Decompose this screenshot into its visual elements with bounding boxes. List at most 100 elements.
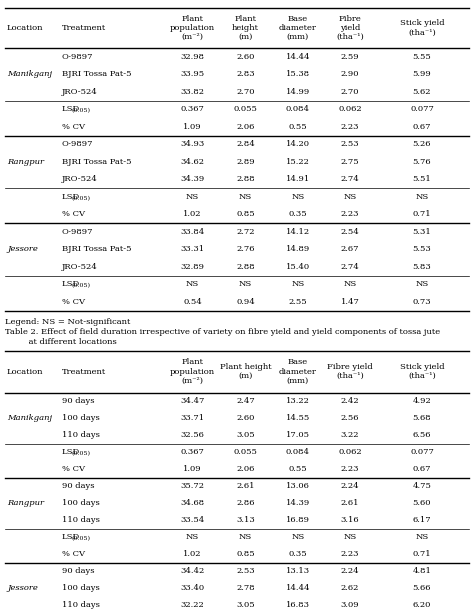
Text: LSD: LSD <box>62 448 80 456</box>
Text: 16.83: 16.83 <box>286 601 310 609</box>
Text: 5.66: 5.66 <box>413 584 431 592</box>
Text: 0.73: 0.73 <box>413 298 431 306</box>
Text: 14.44: 14.44 <box>286 53 310 61</box>
Text: NS: NS <box>292 193 305 201</box>
Text: 2.06: 2.06 <box>237 123 255 131</box>
Text: NS: NS <box>239 280 252 288</box>
Text: Location: Location <box>7 367 44 376</box>
Text: 13.22: 13.22 <box>286 397 310 405</box>
Text: JRO-524: JRO-524 <box>62 175 98 183</box>
Text: 5.68: 5.68 <box>413 414 431 422</box>
Text: 32.98: 32.98 <box>181 53 204 61</box>
Text: 32.89: 32.89 <box>181 263 204 271</box>
Text: 34.47: 34.47 <box>180 397 205 405</box>
Text: Jessore: Jessore <box>7 245 38 253</box>
Text: 34.62: 34.62 <box>181 158 204 166</box>
Text: Treatment: Treatment <box>62 367 106 376</box>
Text: Table 2. Effect of field duration irrespective of variety on fibre yield and yie: Table 2. Effect of field duration irresp… <box>5 329 440 337</box>
Text: 13.06: 13.06 <box>286 482 310 490</box>
Text: 2.70: 2.70 <box>236 88 255 95</box>
Text: 2.06: 2.06 <box>237 465 255 473</box>
Text: 33.84: 33.84 <box>181 228 205 236</box>
Text: NS: NS <box>343 280 356 288</box>
Text: O-9897: O-9897 <box>62 228 93 236</box>
Text: 2.23: 2.23 <box>341 123 359 131</box>
Text: 4.75: 4.75 <box>412 482 431 490</box>
Text: 16.89: 16.89 <box>286 516 310 524</box>
Text: NS: NS <box>186 533 199 541</box>
Text: JRO-524: JRO-524 <box>62 88 98 95</box>
Text: 15.22: 15.22 <box>286 158 310 166</box>
Text: 5.62: 5.62 <box>413 88 431 95</box>
Text: NS: NS <box>186 193 199 201</box>
Text: % CV: % CV <box>62 550 85 558</box>
Text: NS: NS <box>343 533 356 541</box>
Text: NS: NS <box>292 280 305 288</box>
Text: Legend: NS = Not-significant: Legend: NS = Not-significant <box>5 318 130 326</box>
Text: 0.55: 0.55 <box>289 465 307 473</box>
Text: NS: NS <box>186 280 199 288</box>
Text: LSD: LSD <box>62 280 80 288</box>
Text: 0.062: 0.062 <box>338 105 362 113</box>
Text: Stick yield
(tha⁻¹): Stick yield (tha⁻¹) <box>400 363 444 380</box>
Text: 2.61: 2.61 <box>236 482 255 490</box>
Text: 2.23: 2.23 <box>341 211 359 218</box>
Text: 2.88: 2.88 <box>236 175 255 183</box>
Text: 2.70: 2.70 <box>341 88 359 95</box>
Text: 2.84: 2.84 <box>236 140 255 148</box>
Text: Base
diameter
(mm): Base diameter (mm) <box>279 358 317 385</box>
Text: 5.60: 5.60 <box>413 499 431 507</box>
Text: 2.74: 2.74 <box>341 175 359 183</box>
Text: NS: NS <box>415 193 428 201</box>
Text: 2.24: 2.24 <box>341 567 359 575</box>
Text: 14.55: 14.55 <box>286 414 310 422</box>
Text: 6.56: 6.56 <box>413 431 431 439</box>
Text: 6.20: 6.20 <box>413 601 431 609</box>
Text: 33.71: 33.71 <box>181 414 205 422</box>
Text: % CV: % CV <box>62 123 85 131</box>
Text: 2.55: 2.55 <box>289 298 307 306</box>
Text: 0.85: 0.85 <box>236 550 255 558</box>
Text: 2.24: 2.24 <box>341 482 359 490</box>
Text: 4.92: 4.92 <box>413 397 431 405</box>
Text: 14.20: 14.20 <box>286 140 310 148</box>
Text: 32.22: 32.22 <box>181 601 204 609</box>
Text: NS: NS <box>343 193 356 201</box>
Text: % CV: % CV <box>62 465 85 473</box>
Text: O-9897: O-9897 <box>62 53 93 61</box>
Text: 4.81: 4.81 <box>412 567 431 575</box>
Text: 33.95: 33.95 <box>181 70 205 78</box>
Text: 90 days: 90 days <box>62 567 94 575</box>
Text: Manikganj: Manikganj <box>7 414 52 422</box>
Text: 33.40: 33.40 <box>181 584 205 592</box>
Text: 1.02: 1.02 <box>183 550 202 558</box>
Text: 2.75: 2.75 <box>341 158 359 166</box>
Text: 1.09: 1.09 <box>183 123 202 131</box>
Text: 3.13: 3.13 <box>236 516 255 524</box>
Text: 2.86: 2.86 <box>236 499 255 507</box>
Text: 2.54: 2.54 <box>341 228 359 236</box>
Text: 0.084: 0.084 <box>286 448 310 456</box>
Text: 2.53: 2.53 <box>341 140 359 148</box>
Text: 0.67: 0.67 <box>413 123 431 131</box>
Text: 2.23: 2.23 <box>341 465 359 473</box>
Text: 2.67: 2.67 <box>341 245 359 253</box>
Text: 90 days: 90 days <box>62 482 94 490</box>
Text: 3.22: 3.22 <box>341 431 359 439</box>
Text: 2.56: 2.56 <box>341 414 359 422</box>
Text: 0.94: 0.94 <box>236 298 255 306</box>
Text: 34.68: 34.68 <box>181 499 205 507</box>
Text: 13.13: 13.13 <box>286 567 310 575</box>
Text: 34.93: 34.93 <box>181 140 205 148</box>
Text: 100 days: 100 days <box>62 584 100 592</box>
Text: 2.59: 2.59 <box>341 53 359 61</box>
Text: 110 days: 110 days <box>62 516 100 524</box>
Text: 1.02: 1.02 <box>183 211 202 218</box>
Text: 2.89: 2.89 <box>236 158 255 166</box>
Text: 15.38: 15.38 <box>286 70 310 78</box>
Text: 33.82: 33.82 <box>181 88 204 95</box>
Text: 14.99: 14.99 <box>286 88 310 95</box>
Text: JRO-524: JRO-524 <box>62 263 98 271</box>
Text: 2.23: 2.23 <box>341 550 359 558</box>
Text: 2.53: 2.53 <box>236 567 255 575</box>
